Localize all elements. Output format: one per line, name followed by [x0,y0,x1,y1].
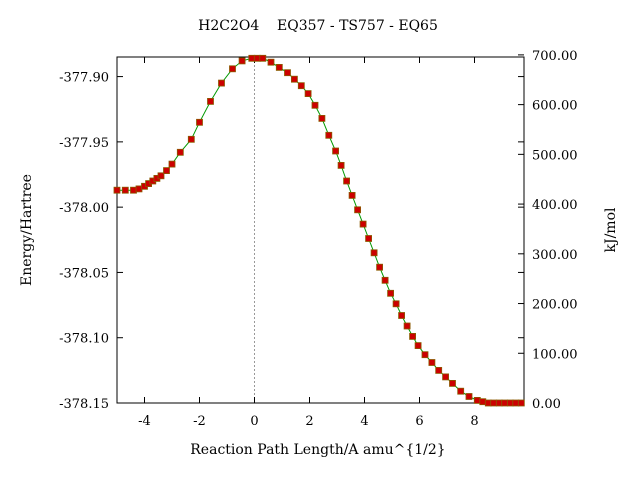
data-point [393,301,399,307]
data-point [366,236,372,242]
data-point [114,187,120,193]
data-point [188,136,194,142]
y2-tick-label: 200.00 [532,298,578,313]
y2-tick-label: 600.00 [532,99,578,114]
data-point [466,394,472,400]
data-point [436,367,442,373]
data-point [399,313,405,319]
data-point [344,178,350,184]
data-point [507,400,513,406]
chart-title: H2C2O4 EQ357 - TS757 - EQ65 [198,18,438,34]
data-point [230,66,236,72]
x-tick-label: -4 [138,414,151,429]
data-point [513,400,519,406]
x-tick-label: 4 [360,414,368,429]
data-point [312,102,318,108]
data-point [502,400,508,406]
data-point [239,58,245,64]
left-axis-ticks: -377.90 -377.95 -378.00 -378.05 -378.10 -378.… [59,71,524,412]
data-point [285,70,291,76]
data-point [122,187,128,193]
data-point [450,380,456,386]
data-point [382,277,388,283]
y-axis-label: Energy/Hartree [19,174,35,286]
data-point [326,132,332,138]
data-point [169,161,175,167]
y2-tick-label: 300.00 [532,248,578,263]
x-tick-label: 6 [415,414,423,429]
data-point [458,388,464,394]
reaction-path-chart: H2C2O4 EQ357 - TS757 - EQ65 -377.90-377.… [0,0,640,480]
data-point [377,264,383,270]
data-point [219,80,225,86]
data-point [518,400,524,406]
data-point [260,55,266,61]
y2-tick-label: 100.00 [532,347,578,362]
y-tick-label: -378.15 [59,397,109,412]
y-tick-label: -377.90 [59,71,109,86]
data-point [349,192,355,198]
data-point [410,333,416,339]
x-axis-ticks: -4 -2 0 2 4 6 8 [138,57,478,429]
data-point [371,250,377,256]
data-point [291,76,297,82]
data-point [319,115,325,121]
y-tick-label: -378.10 [59,332,109,347]
data-point [491,400,497,406]
data-point [415,343,421,349]
data-point [268,59,274,65]
y2-axis-label: kJ/mol [603,207,619,253]
x-tick-label: 0 [250,414,258,429]
y2-tick-label: 700.00 [532,49,578,64]
data-point [422,352,428,358]
data-point [443,374,449,380]
y-tick-label: -378.05 [59,266,109,281]
data-point [360,221,366,227]
plot-frame [117,57,524,403]
data-point [164,168,170,174]
y2-tick-label: 400.00 [532,198,578,213]
data-point [404,323,410,329]
data-point [298,83,304,89]
y-tick-label: -377.95 [59,136,109,151]
data-point [208,98,214,104]
y2-tick-label: 0.00 [532,397,561,412]
x-tick-label: 8 [470,414,478,429]
energy-data-points [114,55,524,406]
data-point [388,290,394,296]
data-point [429,360,435,366]
data-point [338,162,344,168]
y-tick-label: -378.00 [59,201,109,216]
data-point [276,64,282,70]
energy-curve-line [117,58,521,403]
data-point [177,149,183,155]
data-point [355,207,361,213]
x-tick-label: -2 [193,414,206,429]
y2-tick-label: 500.00 [532,148,578,163]
data-point [333,148,339,154]
data-point [305,91,311,97]
right-axis-ticks: 0.00 100.00 200.00 300.00 400.00 500.00 600.00… [518,49,578,412]
x-axis-label: Reaction Path Length/A amu^{1/2} [190,442,445,458]
x-tick-label: 2 [305,414,313,429]
data-point [197,119,203,125]
